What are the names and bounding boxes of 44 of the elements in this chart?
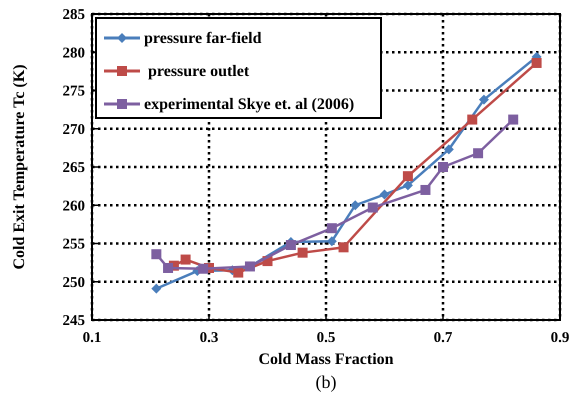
y-axis-title: Cold Exit Temperature Tc (K) bbox=[11, 64, 28, 270]
point bbox=[180, 254, 191, 265]
point bbox=[298, 248, 308, 258]
y-tick-label: 285 bbox=[62, 7, 85, 23]
point bbox=[444, 144, 454, 154]
point bbox=[508, 114, 518, 125]
point bbox=[350, 200, 360, 210]
y-tick-label: 255 bbox=[62, 236, 85, 252]
x-tick-label: 0.7 bbox=[434, 330, 453, 346]
legend-label: experimental Skye et. al (2006) bbox=[144, 96, 354, 113]
point bbox=[478, 94, 489, 105]
point bbox=[286, 240, 296, 250]
legend-label: pressure outlet bbox=[144, 63, 250, 80]
point bbox=[380, 190, 390, 200]
x-axis-title: Cold Mass Fraction bbox=[258, 351, 394, 368]
y-tick-label: 275 bbox=[62, 84, 85, 100]
y-tick-label: 270 bbox=[62, 122, 85, 138]
point bbox=[233, 268, 244, 278]
point bbox=[326, 236, 337, 246]
x-tick-label: 0.3 bbox=[200, 330, 218, 346]
point bbox=[473, 148, 484, 158]
point bbox=[402, 171, 413, 182]
x-tick-label: 0.1 bbox=[82, 330, 102, 346]
x-tick-label: 0.5 bbox=[316, 330, 336, 346]
x-tick-label: 0.9 bbox=[550, 330, 570, 346]
point bbox=[402, 180, 413, 190]
y-tick-label: 260 bbox=[62, 198, 85, 214]
y-tick-label: 265 bbox=[62, 160, 85, 176]
y-tick-label: 245 bbox=[62, 313, 85, 329]
point bbox=[163, 262, 174, 273]
point bbox=[420, 184, 430, 195]
y-tick-label: 250 bbox=[62, 274, 85, 291]
point bbox=[151, 249, 162, 260]
point bbox=[198, 264, 208, 274]
y-tick-label: 280 bbox=[62, 45, 85, 62]
point bbox=[438, 162, 448, 172]
point bbox=[151, 284, 162, 294]
text: (b) bbox=[316, 372, 336, 392]
point bbox=[326, 223, 337, 234]
point bbox=[532, 58, 542, 68]
legend-label: pressure far-field bbox=[144, 30, 262, 47]
point bbox=[338, 242, 349, 252]
point bbox=[368, 202, 378, 213]
point bbox=[467, 114, 478, 125]
